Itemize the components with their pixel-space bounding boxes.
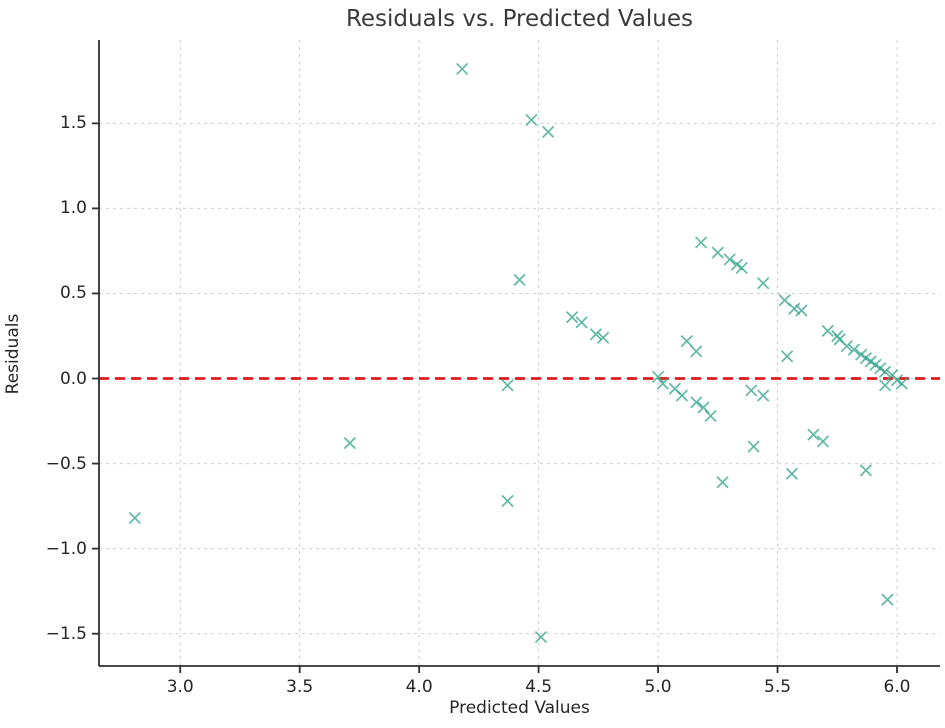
x-tick-label: 4.5	[525, 677, 553, 697]
scatter-marker	[757, 277, 770, 290]
scatter-marker	[694, 236, 708, 249]
y-tick-label: 1.0	[59, 198, 87, 219]
scatter-marker	[807, 428, 820, 441]
scatter-marker	[697, 401, 710, 414]
scatter-marker	[651, 370, 665, 383]
y-axis-label: Residuals	[3, 313, 23, 395]
y-tick-label: 1.5	[59, 113, 87, 134]
x-tick-label: 5.0	[644, 677, 672, 697]
scatter-marker	[816, 435, 830, 448]
x-tick-label: 4.0	[405, 677, 433, 697]
chart-title: Residuals vs. Predicted Values	[345, 6, 694, 32]
x-tick-label: 3.0	[166, 677, 194, 697]
y-tick-label: 0.5	[59, 283, 87, 304]
scatter-marker	[501, 379, 514, 392]
scatter-marker	[704, 409, 717, 423]
scatter-marker	[711, 246, 724, 259]
scatter-marker	[589, 328, 603, 341]
scatter-marker	[840, 340, 853, 353]
scatter-marker	[878, 365, 892, 378]
scatter-marker	[821, 324, 834, 337]
scatter-marker	[680, 334, 693, 348]
scatter-marker	[675, 389, 689, 402]
scatter-marker	[343, 437, 356, 450]
scatter-marker	[565, 311, 579, 324]
y-tick-label: −1.0	[45, 538, 87, 559]
x-tick-label: 6.0	[883, 677, 911, 697]
scatter-marker	[859, 464, 873, 477]
scatter-marker	[878, 379, 892, 392]
scatter-marker	[788, 302, 801, 315]
scatter-marker	[780, 350, 794, 363]
scatter-marker	[847, 343, 861, 356]
scatter-marker	[501, 494, 514, 508]
y-tick-label: −0.5	[45, 453, 87, 474]
x-tick-label: 5.5	[764, 677, 792, 697]
y-tick-label: −1.5	[45, 623, 87, 644]
scatter-marker	[895, 377, 908, 390]
scatter-marker	[575, 316, 588, 329]
scatter-marker	[456, 62, 469, 76]
scatter-marker	[716, 476, 729, 489]
scatter-marker	[128, 511, 141, 525]
scatter-marker	[534, 630, 548, 644]
scatter-marker	[542, 125, 555, 138]
scatter-marker	[795, 304, 808, 317]
scatter-marker	[745, 384, 758, 397]
scatter-marker	[690, 396, 703, 409]
scatter-marker	[656, 377, 669, 390]
scatter-marker	[513, 273, 526, 286]
scatter-marker	[735, 261, 748, 275]
scatter-marker	[785, 467, 798, 480]
scatter-marker	[597, 331, 610, 344]
x-axis-label: Predicted Values	[449, 698, 590, 718]
scatter-marker	[881, 593, 894, 606]
scatter-marker	[747, 440, 760, 453]
scatter-marker	[757, 389, 770, 402]
y-tick-label: 0.0	[59, 368, 87, 389]
scatter-marker	[690, 345, 703, 358]
x-tick-label: 3.5	[286, 677, 314, 697]
scatter-marker	[723, 253, 736, 266]
scatter-marker	[525, 113, 538, 127]
